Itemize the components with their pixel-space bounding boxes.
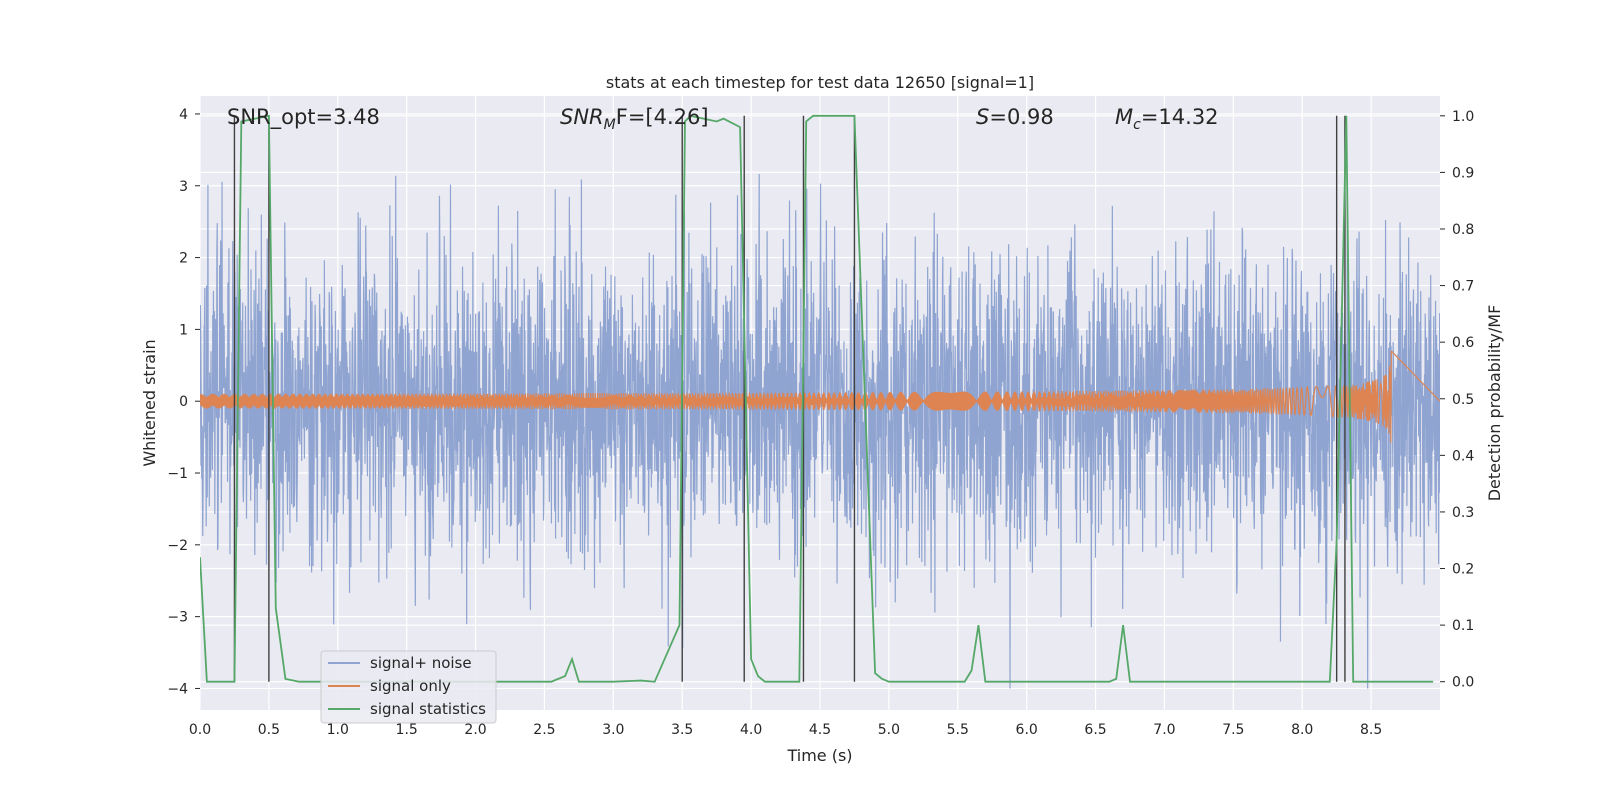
annotation-snr-mf-base: SNR: [560, 105, 604, 129]
legend: signal+ noise signal only signal statist…: [320, 650, 497, 724]
x-tick-label: 6.5: [1084, 722, 1106, 738]
x-tick-label: 8.0: [1291, 722, 1313, 738]
y-tick-label: 0: [179, 394, 188, 410]
annotation-snr-opt: SNR_opt=3.48: [227, 105, 380, 130]
x-tick-label: 7.5: [1222, 722, 1244, 738]
annotation-snr-mf-sub: M: [604, 117, 616, 133]
y-tick-label: −4: [167, 681, 188, 697]
y-tick-label: 2: [179, 251, 188, 267]
x-tick-label: 7.0: [1153, 722, 1175, 738]
y2-axis-ticks: 1.0 0.9 0.8 0.7 0.6 0.5 0.4 0.3 0.2 0.1 0.0: [1440, 109, 1474, 691]
y-tick-label: −1: [167, 466, 188, 482]
legend-label-signal-only: signal only: [370, 677, 451, 695]
x-tick-label: 6.0: [1016, 722, 1038, 738]
x-tick-label: 1.0: [327, 722, 349, 738]
y-tick-label: −2: [167, 538, 188, 554]
x-axis-title: Time (s): [786, 746, 852, 765]
y2-tick-label: 0.8: [1452, 222, 1474, 238]
y2-tick-label: 0.2: [1452, 562, 1474, 578]
y2-tick-label: 0.5: [1452, 392, 1474, 408]
y2-tick-label: 0.3: [1452, 505, 1474, 521]
annotation-mc-value: =14.32: [1141, 105, 1219, 129]
y-axis-ticks: 4 3 2 1 0 −1 −2 −3 −4: [167, 107, 200, 697]
x-tick-label: 3.0: [602, 722, 624, 738]
x-tick-label: 4.5: [809, 722, 831, 738]
y2-tick-label: 1.0: [1452, 109, 1474, 125]
x-tick-label: 2.0: [464, 722, 486, 738]
y-tick-label: −3: [167, 610, 188, 626]
y2-tick-label: 0.4: [1452, 448, 1474, 464]
annotation-mc: Mc=14.32: [1115, 105, 1219, 133]
y2-tick-label: 0.6: [1452, 335, 1474, 351]
y-tick-label: 3: [179, 179, 188, 195]
y2-tick-label: 0.0: [1452, 675, 1474, 691]
annotation-s: S=0.98: [976, 105, 1054, 129]
y-tick-label: 1: [179, 322, 188, 338]
y-axis-title: Whitened strain: [140, 339, 159, 466]
annotation-snr-mf-rest: F=[4.26]: [616, 105, 709, 129]
x-tick-label: 5.0: [878, 722, 900, 738]
x-axis-ticks: 0.0 0.5 1.0 1.5 2.0 2.5 3.0 3.5 4.0 4.5 5.0 5.5 6.0 6…: [189, 722, 1382, 738]
x-tick-label: 4.0: [740, 722, 762, 738]
x-tick-label: 0.0: [189, 722, 211, 738]
y2-tick-label: 0.1: [1452, 618, 1474, 634]
annotation-s-value: =0.98: [989, 105, 1053, 129]
x-tick-label: 8.5: [1360, 722, 1382, 738]
annotation-mc-sub: c: [1133, 117, 1141, 133]
x-tick-label: 5.5: [947, 722, 969, 738]
annotation-s-symbol: S: [976, 105, 989, 129]
y2-tick-label: 0.7: [1452, 279, 1474, 295]
chart-title: stats at each timestep for test data 126…: [606, 73, 1034, 92]
y-tick-label: 4: [179, 107, 188, 123]
annotation-snr-mf: SNRMF=[4.26]: [560, 105, 709, 133]
y2-tick-label: 0.9: [1452, 165, 1474, 181]
y2-axis-title: Detection probability/MF: [1485, 305, 1504, 502]
legend-label-signal-noise: signal+ noise: [370, 654, 472, 672]
x-tick-label: 2.5: [533, 722, 555, 738]
series-signal-noise: [200, 173, 1440, 689]
legend-box: [320, 650, 497, 724]
annotation-mc-symbol: M: [1115, 105, 1133, 129]
x-tick-label: 1.5: [396, 722, 418, 738]
x-tick-label: 3.5: [671, 722, 693, 738]
legend-label-signal-statistics: signal statistics: [370, 700, 486, 718]
series-signal-only: [200, 350, 1440, 443]
x-tick-label: 0.5: [258, 722, 280, 738]
